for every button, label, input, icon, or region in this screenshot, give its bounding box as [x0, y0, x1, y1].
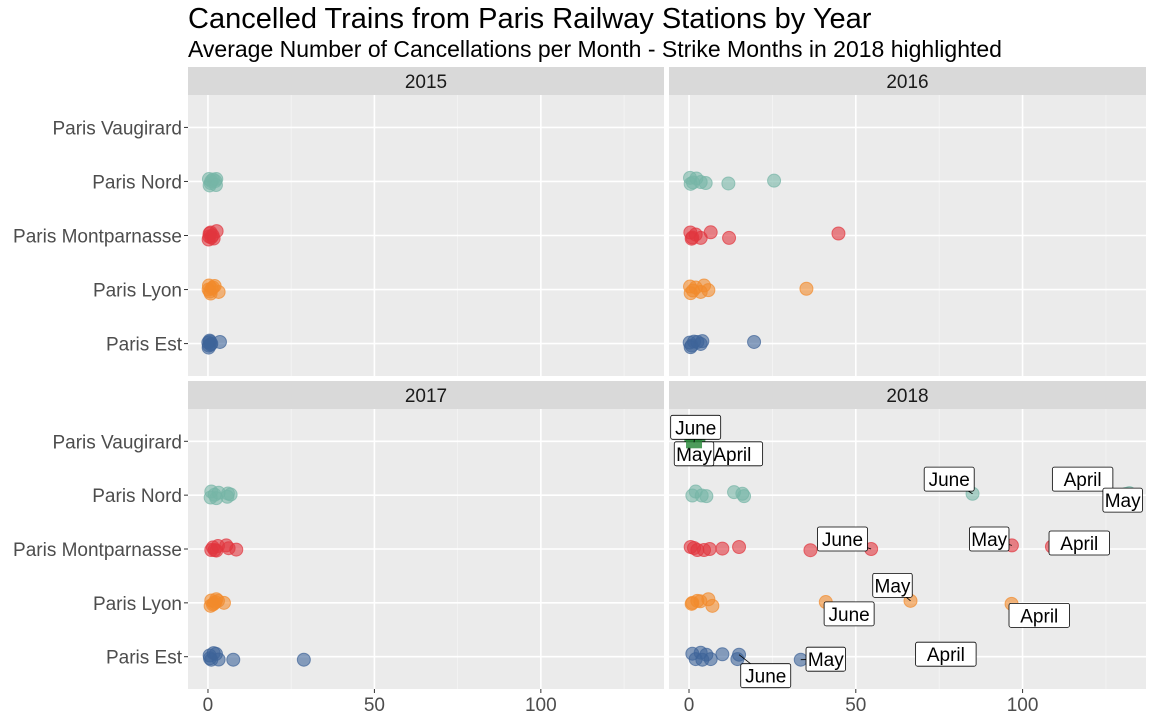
month-label-box — [1051, 466, 1114, 492]
x-tick-label: 50 — [364, 695, 385, 716]
data-point — [695, 652, 710, 667]
month-label-box — [817, 526, 868, 552]
month-label-box — [805, 646, 846, 672]
y-tick-label: Paris Montparnasse — [13, 227, 182, 248]
data-point — [702, 542, 717, 556]
x-tick-label: 0 — [684, 695, 695, 716]
month-label-box — [915, 641, 977, 667]
month-label: June — [675, 418, 716, 439]
month-label: May — [875, 576, 911, 597]
month-label-box — [1102, 487, 1143, 513]
data-point — [695, 334, 710, 349]
strip-2017 — [188, 381, 664, 409]
chart-subtitle: Average Number of Cancellations per Mont… — [188, 36, 1002, 62]
strike-point — [803, 543, 818, 558]
data-point — [767, 173, 782, 188]
strip-label-2018: 2018 — [886, 386, 928, 407]
data-point — [203, 490, 218, 505]
data-point — [683, 176, 698, 191]
month-label: May — [676, 445, 712, 466]
x-tick-label: 50 — [845, 695, 866, 716]
month-label-box — [1008, 602, 1070, 628]
data-point — [735, 486, 750, 501]
strip-2016 — [669, 67, 1146, 95]
y-tick-label: Paris Lyon — [93, 281, 182, 302]
data-point — [732, 540, 747, 554]
month-label: June — [829, 605, 870, 626]
month-label: April — [1064, 470, 1102, 491]
y-tick-label: Paris Nord — [92, 486, 182, 507]
data-point — [211, 652, 226, 667]
y-tick-label: Paris Nord — [92, 172, 182, 193]
data-point — [721, 176, 736, 191]
month-label-box — [740, 663, 792, 689]
data-point — [208, 595, 223, 610]
chart-title: Cancelled Trains from Paris Railway Stat… — [188, 3, 872, 35]
data-point — [206, 231, 221, 246]
y-tick-label: Paris Est — [106, 335, 183, 356]
data-point — [799, 281, 814, 296]
month-label-box — [923, 466, 975, 492]
data-point — [684, 231, 699, 246]
data-point — [705, 598, 720, 613]
data-point — [722, 230, 737, 245]
strike-highlights: AprilMayJuneAprilMayJuneAprilMayJuneApri… — [670, 414, 1143, 689]
data-point — [205, 280, 220, 295]
data-point — [831, 226, 846, 241]
x-tick-label: 0 — [203, 695, 214, 716]
y-tick-label: Paris Lyon — [93, 594, 182, 615]
x-tick-label: 100 — [525, 695, 557, 716]
strip-2018 — [669, 381, 1146, 409]
y-tick-label: Paris Vaugirard — [52, 118, 182, 139]
data-point — [698, 176, 713, 191]
panel-2016: 2016 — [669, 67, 1146, 376]
data-point — [715, 541, 730, 556]
y-tick-label: Paris Vaugirard — [52, 432, 182, 453]
month-label-box — [823, 601, 875, 627]
data-point — [699, 489, 714, 504]
month-label-box — [1048, 530, 1110, 556]
month-label: May — [971, 530, 1007, 551]
month-label: June — [745, 667, 786, 688]
y-tick-label: Paris Montparnasse — [13, 540, 182, 561]
data-point — [208, 178, 223, 193]
data-point — [212, 334, 227, 349]
panel-2015: 2015 Paris Est Paris Lyon Paris Montparnass… — [13, 67, 664, 376]
data-point — [715, 647, 730, 662]
month-label-box — [670, 414, 722, 440]
x-tick-label: 100 — [1007, 695, 1039, 716]
month-label: April — [1020, 606, 1058, 627]
strip-2015 — [188, 67, 664, 95]
month-label: May — [808, 650, 844, 671]
month-label: June — [822, 530, 863, 551]
strip-label-2017: 2017 — [405, 386, 447, 407]
facet-panels: 2015 Paris Est Paris Lyon Paris Montparnass… — [13, 67, 1146, 716]
data-point — [687, 541, 702, 555]
month-label: April — [1060, 534, 1098, 555]
month-label-box — [969, 526, 1010, 552]
data-point — [221, 541, 236, 556]
data-point — [204, 543, 219, 557]
month-label: May — [1105, 491, 1141, 512]
strip-label-2015: 2015 — [405, 72, 447, 93]
y-tick-label: Paris Est — [106, 648, 183, 669]
month-label: June — [929, 470, 970, 491]
month-label: April — [713, 445, 751, 466]
panel-2017: 2017 Paris Est Paris Lyon Paris Montparnass… — [13, 381, 664, 716]
data-point — [226, 652, 241, 667]
month-label-box — [872, 572, 913, 598]
strip-label-2016: 2016 — [886, 72, 928, 93]
data-point — [747, 334, 762, 349]
data-point — [683, 286, 698, 301]
month-label: April — [927, 645, 965, 666]
data-point — [296, 652, 311, 667]
data-point — [684, 596, 699, 611]
panel-2018: 2018AprilMayJuneAprilMayJuneAprilMayJune… — [669, 381, 1146, 716]
